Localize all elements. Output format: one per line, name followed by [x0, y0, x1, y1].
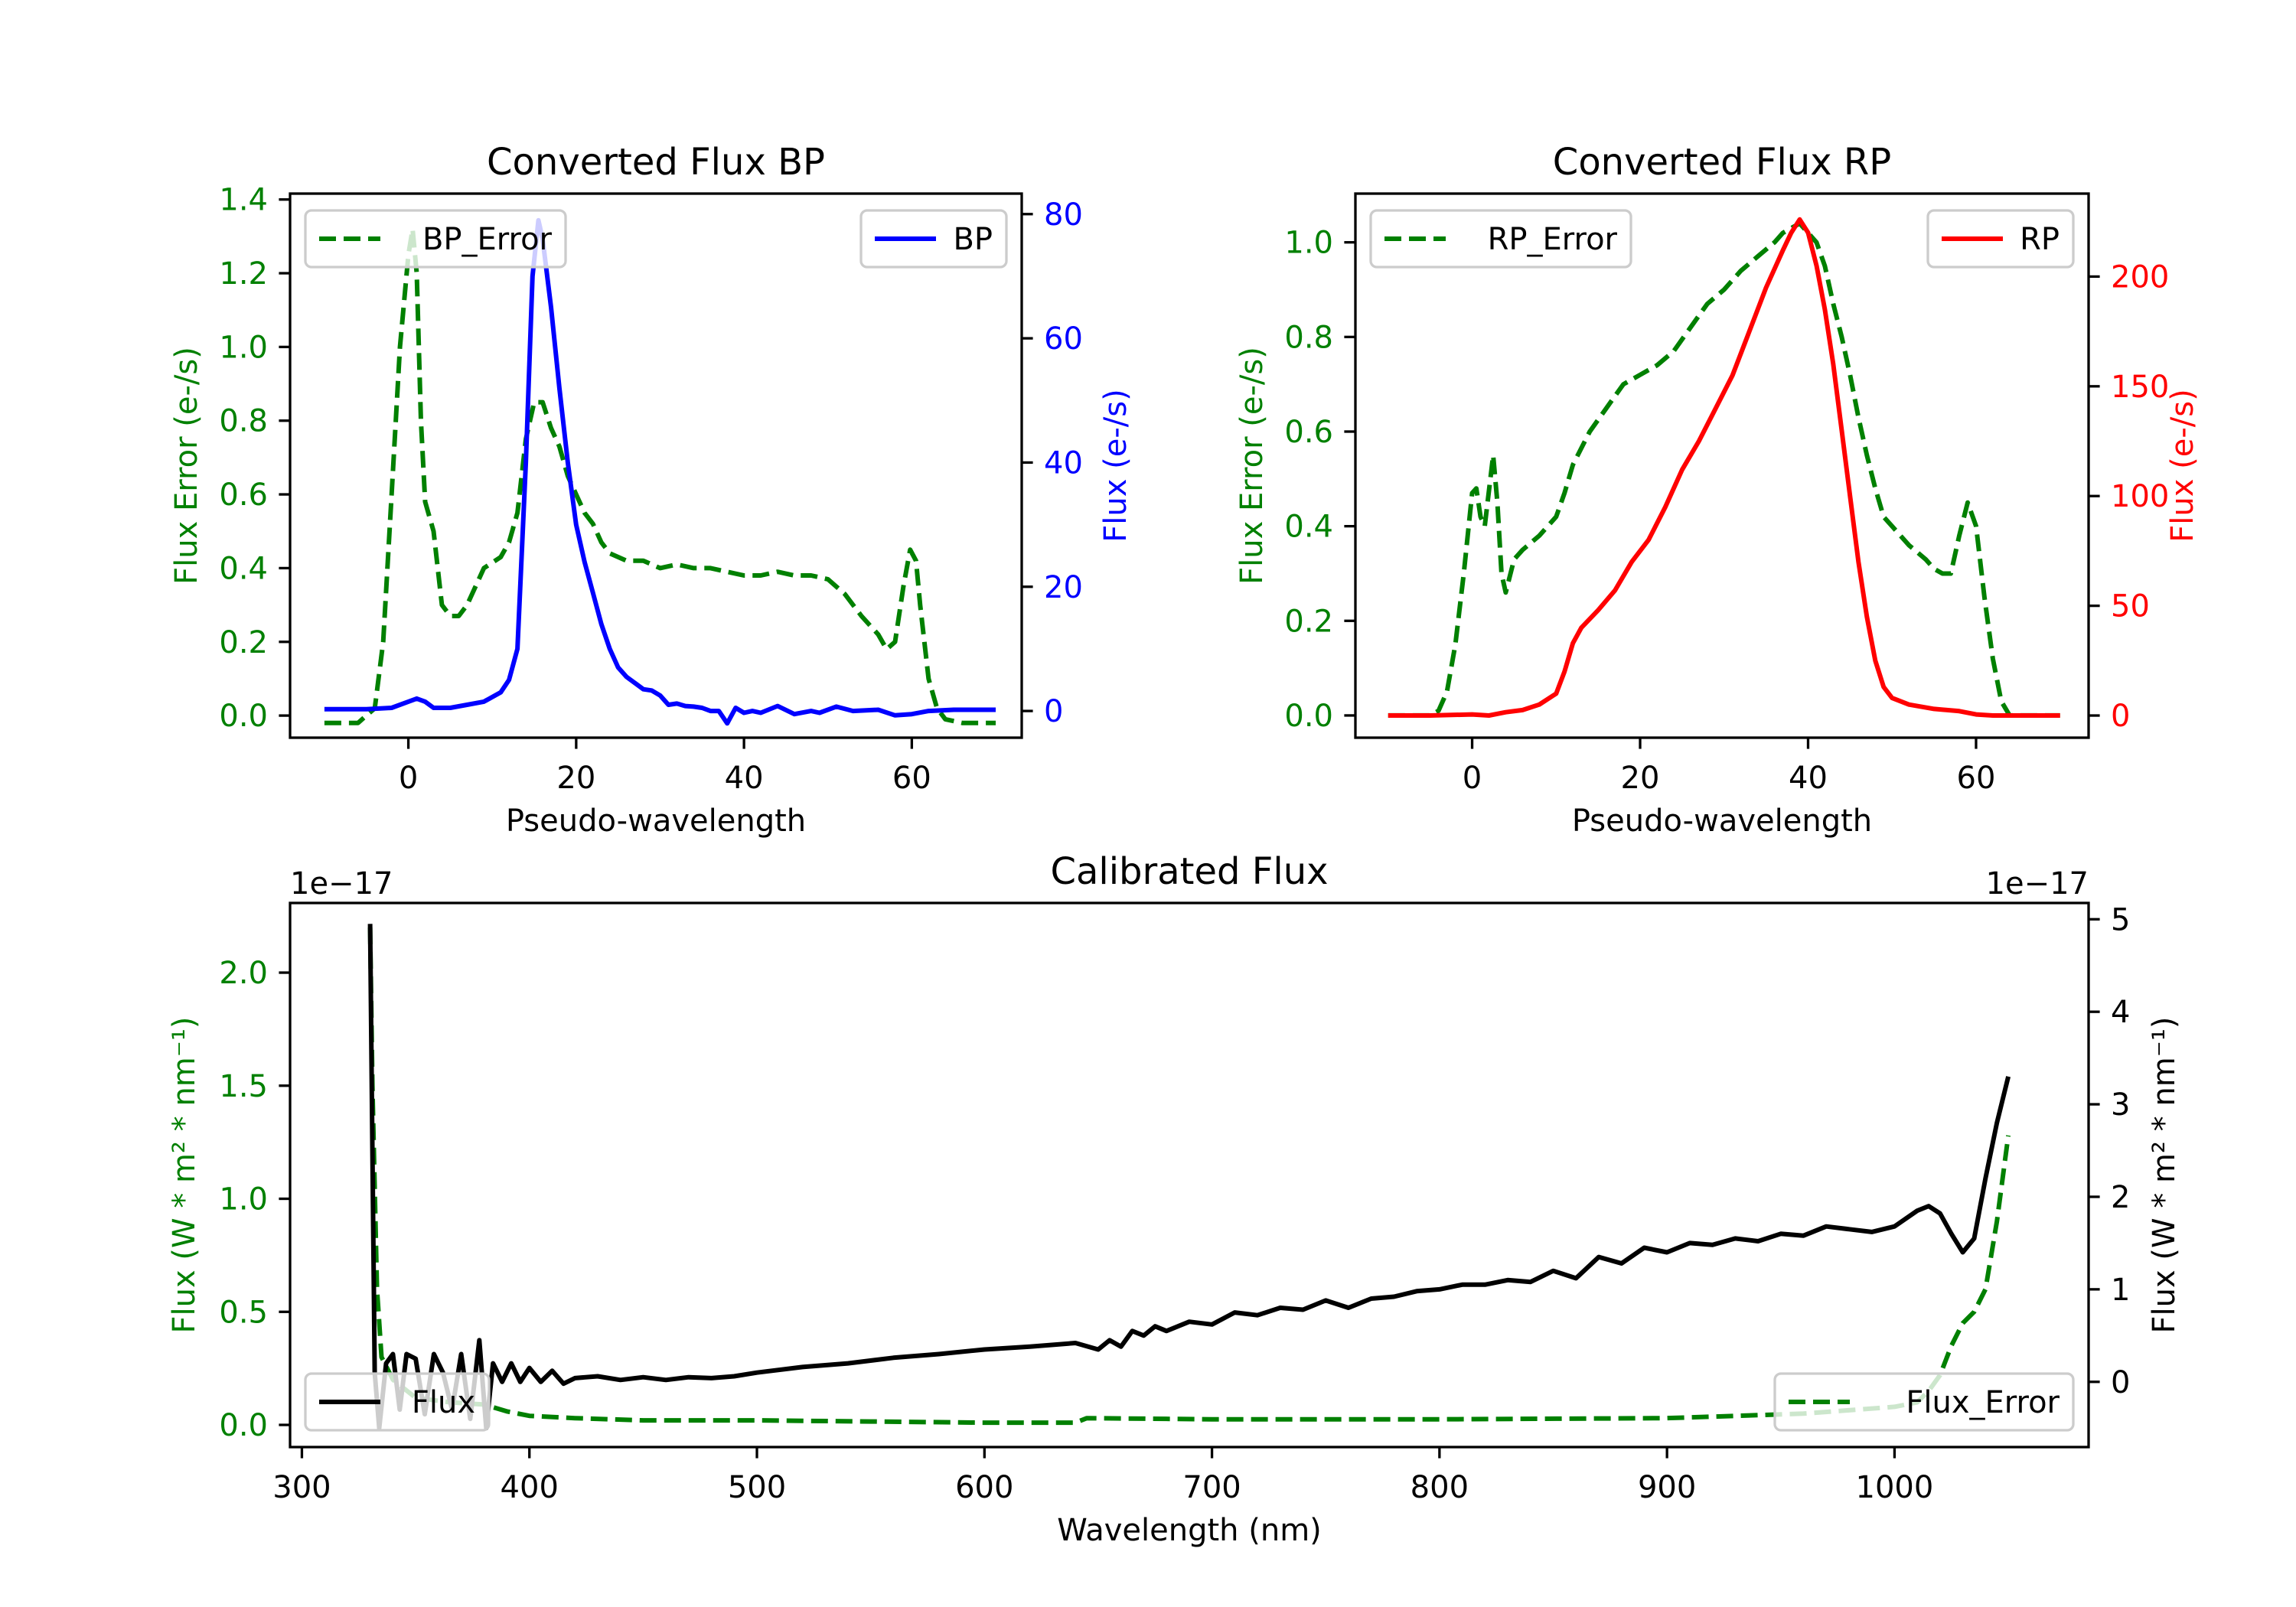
y-right-tick-label: 3 [2111, 1087, 2130, 1123]
y-right-tick-label: 1 [2111, 1273, 2130, 1308]
chart-title: Converted Flux BP [487, 141, 825, 184]
x-tick-label: 0 [1463, 761, 1482, 796]
x-tick-label: 400 [501, 1470, 559, 1505]
y-left-tick-label: 1.0 [219, 330, 268, 365]
legend-label: RP_Error [1488, 222, 1618, 257]
legend-frame [1369, 209, 1632, 269]
x-tick-label: 20 [1621, 761, 1660, 796]
axes-frame [289, 192, 1023, 739]
y-left-tick-label: 0.2 [1284, 604, 1333, 639]
x-tick-label: 500 [728, 1470, 786, 1505]
legend-label: RP [2020, 222, 2060, 257]
y-right-tick-label: 150 [2111, 370, 2169, 405]
y-right-axis-label: Flux (e-/s) [1098, 389, 1133, 542]
chart-title: Converted Flux RP [1553, 141, 1891, 184]
x-axis-label: Wavelength (nm) [1057, 1513, 1322, 1548]
y-left-tick-label: 1.0 [219, 1182, 268, 1217]
y-right-tick-label: 0 [2111, 1365, 2130, 1400]
legend-frame [304, 1372, 491, 1432]
y-right-tick-label: 2 [2111, 1180, 2130, 1215]
axes-frame [1354, 192, 2090, 739]
x-tick-label: 60 [892, 761, 931, 796]
x-axis-label: Pseudo-wavelength [1572, 804, 1872, 839]
x-axis-label: Pseudo-wavelength [506, 804, 806, 839]
x-tick-label: 0 [399, 761, 418, 796]
x-tick-label: 1000 [1856, 1470, 1934, 1505]
chart-panel-2: 0 20 40 60 0.0 0.2 0.4 0.6 0.8 1.0 0 50 100 150 200 Con… [1234, 141, 2200, 839]
y-right-tick-label: 200 [2111, 259, 2169, 295]
x-tick-label: 600 [955, 1470, 1013, 1505]
chart-panel-1: 0 20 40 60 0.0 0.2 0.4 0.6 0.8 1.0 1.2 1.4 0 20 40 60 80… [169, 141, 1133, 839]
y-right-tick-label: 40 [1044, 445, 1083, 481]
x-tick-label: 700 [1182, 1470, 1241, 1505]
y-left-tick-label: 0.8 [219, 404, 268, 439]
y-left-tick-label: 2.0 [219, 956, 268, 991]
y-right-tick-label: 100 [2111, 479, 2169, 514]
y-right-tick-label: 20 [1044, 570, 1083, 605]
y-right-offset-text: 1e−17 [1986, 866, 2089, 901]
x-tick-label: 900 [1638, 1470, 1696, 1505]
y-left-tick-label: 1.5 [219, 1069, 268, 1104]
y-left-tick-label: 0.6 [219, 478, 268, 513]
legend-flux-error: Flux_Error [1773, 1372, 2075, 1432]
y-right-tick-label: 4 [2111, 995, 2130, 1030]
legend-bp: BP [859, 209, 1008, 269]
y-right-tick-label: 0 [2111, 699, 2130, 734]
x-tick-label: 800 [1411, 1470, 1469, 1505]
y-right-tick-label: 0 [1044, 694, 1063, 729]
y-left-tick-label: 0.0 [219, 699, 268, 734]
series-line-rp-error [1388, 221, 2060, 718]
y-right-tick-label: 50 [2111, 589, 2150, 624]
y-right-axis-label: Flux (W * m² * nm⁻¹) [2147, 1017, 2182, 1334]
y-left-tick-label: 1.0 [1284, 226, 1333, 261]
legend-rp: RP [1926, 209, 2075, 269]
x-tick-label: 60 [1957, 761, 1996, 796]
y-left-axis-label: Flux Error (e-/s) [169, 347, 204, 585]
series-line-flux [367, 924, 2011, 1431]
legend-label: Flux_Error [1906, 1385, 2060, 1420]
y-left-tick-label: 0.2 [219, 625, 268, 660]
legend-frame [304, 209, 567, 269]
y-left-tick-label: 0.5 [219, 1295, 268, 1330]
y-right-axis-label: Flux (e-/s) [2165, 389, 2200, 542]
y-left-tick-label: 0.6 [1284, 415, 1333, 450]
series-line-rp [1388, 217, 2060, 718]
axes-frame [289, 901, 2090, 1449]
x-tick-label: 20 [556, 761, 595, 796]
x-tick-label: 300 [272, 1470, 331, 1505]
x-tick-label: 40 [725, 761, 764, 796]
legend-label: BP [953, 222, 993, 257]
series-line-bp-error [324, 227, 996, 725]
series-line-bp [324, 217, 996, 726]
y-right-tick-label: 60 [1044, 321, 1083, 357]
y-left-offset-text: 1e−17 [290, 866, 393, 901]
chart-panel-3: 300 400 500 600 700 800 900 1000 0.0 0.5 1.0 1.5 2.0… [167, 850, 2182, 1548]
legend-rp-error: RP_Error [1369, 209, 1632, 269]
y-right-tick-label: 5 [2111, 902, 2130, 937]
y-left-tick-label: 0.4 [1284, 510, 1333, 545]
y-left-tick-label: 0.0 [219, 1408, 268, 1443]
chart-title: Calibrated Flux [1050, 850, 1328, 893]
y-left-tick-label: 1.2 [219, 256, 268, 292]
x-tick-label: 40 [1789, 761, 1828, 796]
y-left-tick-label: 0.0 [1284, 699, 1333, 734]
y-left-tick-label: 0.8 [1284, 320, 1333, 355]
legend-label: BP_Error [422, 222, 553, 257]
y-left-tick-label: 1.4 [219, 183, 268, 218]
legend-frame [1773, 1372, 2075, 1432]
legend-label: Flux [412, 1385, 475, 1420]
legend-flux: Flux [304, 1372, 491, 1432]
y-left-axis-label: Flux (W * m² * nm⁻¹) [167, 1017, 202, 1334]
legend-bp-error: BP_Error [304, 209, 567, 269]
y-left-axis-label: Flux Error (e-/s) [1234, 347, 1270, 585]
y-right-tick-label: 80 [1044, 197, 1083, 233]
y-left-tick-label: 0.4 [219, 551, 268, 586]
